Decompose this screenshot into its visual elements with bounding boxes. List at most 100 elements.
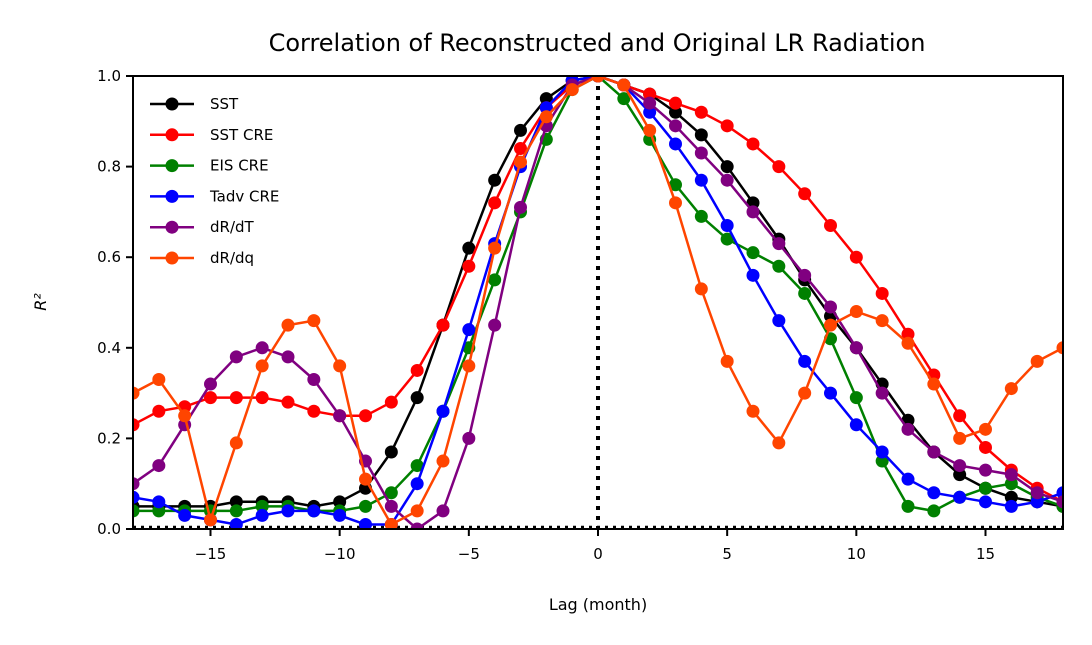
data-point [410, 477, 424, 491]
y-tick-label: 0.2 [97, 429, 121, 447]
data-point [953, 431, 967, 445]
data-point [1056, 495, 1063, 509]
data-point [307, 373, 321, 387]
x-tick-label: −5 [458, 545, 480, 563]
data-point [669, 137, 682, 151]
series-dr-dq [133, 76, 1063, 529]
data-point [307, 314, 321, 328]
data-point [359, 499, 372, 513]
data-point [488, 196, 502, 210]
data-point [133, 504, 140, 518]
data-point [539, 92, 553, 106]
data-point [436, 454, 450, 468]
data-point [979, 495, 992, 509]
data-point [333, 409, 347, 423]
legend-entry: dR/dT [150, 218, 255, 236]
data-point [281, 318, 295, 332]
data-point [281, 350, 295, 364]
legend-entry: EIS CRE [150, 157, 269, 175]
data-point [746, 205, 760, 219]
data-point [359, 409, 372, 423]
data-point [694, 173, 708, 187]
data-point [229, 350, 243, 364]
data-point [359, 517, 372, 529]
data-point [1030, 486, 1044, 500]
x-tick-label: 10 [847, 545, 866, 563]
data-point [410, 391, 424, 405]
data-point [669, 96, 682, 110]
data-point [746, 137, 760, 151]
data-point [849, 305, 863, 319]
x-tick-label: 5 [722, 545, 732, 563]
data-point [488, 318, 502, 332]
data-point [1004, 477, 1018, 491]
data-point [720, 119, 734, 133]
x-tick-label: 0 [593, 545, 603, 563]
data-point [953, 468, 967, 482]
legend-swatch-marker [165, 251, 179, 265]
data-point [798, 187, 812, 201]
data-point [229, 436, 243, 450]
data-point [359, 472, 372, 486]
data-point [436, 318, 450, 332]
data-point [979, 463, 992, 477]
plot-frame [132, 75, 1064, 530]
data-point [643, 96, 657, 110]
data-point [720, 354, 734, 368]
data-point [514, 200, 527, 214]
data-point [488, 241, 502, 255]
data-point [849, 391, 863, 405]
data-point [133, 490, 140, 504]
data-point [901, 327, 915, 341]
data-point [772, 436, 786, 450]
data-point [798, 286, 812, 300]
x-axis: −15 −10 −5 0 5 10 15 [195, 529, 995, 563]
data-point [488, 273, 502, 287]
data-point [255, 391, 269, 405]
data-point [152, 495, 166, 509]
data-point [1004, 490, 1018, 504]
data-point [953, 490, 967, 504]
legend-label: dR/dq [210, 249, 254, 267]
x-tick-label: −10 [324, 545, 356, 563]
data-point [133, 418, 140, 432]
data-point [875, 454, 889, 468]
data-point [307, 504, 321, 518]
data-point [643, 123, 657, 137]
data-point [384, 517, 398, 529]
data-point [462, 431, 476, 445]
data-point [591, 76, 605, 83]
data-point [772, 237, 786, 251]
data-point [746, 246, 760, 260]
data-point [643, 87, 657, 101]
data-point [565, 83, 579, 97]
data-point [462, 359, 476, 373]
data-point [333, 359, 347, 373]
data-point [514, 141, 527, 155]
y-axis: 0.0 0.2 0.4 0.6 0.8 1.0 [97, 67, 133, 538]
data-point [410, 504, 424, 518]
data-point [694, 128, 708, 142]
data-point [746, 268, 760, 282]
series-line [133, 76, 1063, 529]
data-point [152, 504, 166, 518]
data-point [979, 481, 992, 495]
data-point [384, 499, 398, 513]
data-point [229, 517, 243, 529]
data-point [539, 101, 553, 115]
data-point [333, 495, 347, 509]
data-point [901, 336, 915, 350]
legend-label: SST [210, 95, 239, 113]
y-axis-label: R² [31, 293, 50, 311]
data-point [849, 250, 863, 264]
reference-lines [133, 76, 1063, 529]
data-point [720, 160, 734, 174]
data-point [669, 178, 682, 192]
data-point [694, 105, 708, 119]
data-point [152, 404, 166, 418]
data-point [1004, 382, 1018, 396]
data-point [229, 391, 243, 405]
data-point [669, 105, 682, 119]
legend-swatch-marker [165, 220, 179, 234]
